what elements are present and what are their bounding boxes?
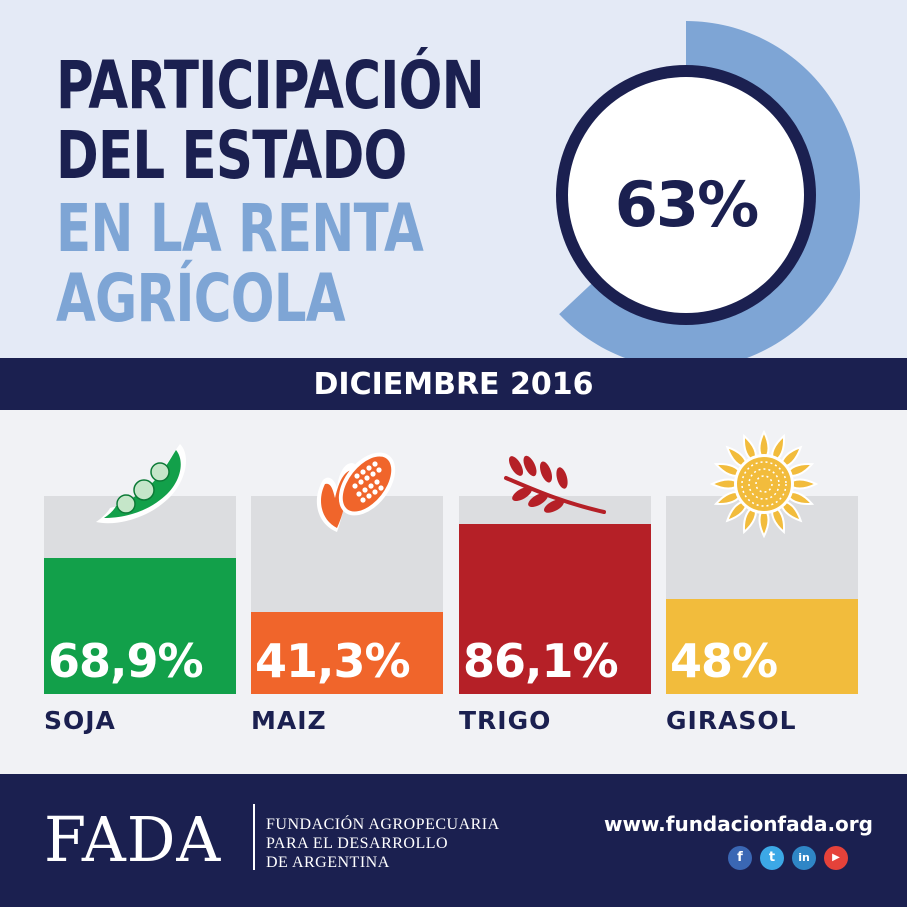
bar-background-maiz: 41,3%: [251, 496, 443, 694]
org-name-line-2: PARA EL DESARROLLO: [266, 835, 449, 852]
linkedin-icon[interactable]: in: [792, 846, 816, 870]
org-name-line-1: FUNDACIÓN AGROPECUARIA: [266, 816, 500, 833]
category-label-maiz: MAIZ: [251, 706, 327, 735]
wheat-ear-icon: [504, 455, 606, 514]
logo-divider: [253, 804, 255, 870]
twitter-icon[interactable]: t: [760, 846, 784, 870]
donut-arc: [559, 21, 860, 358]
category-label-girasol: GIRASOL: [666, 706, 797, 735]
fada-logo: FADA: [44, 803, 222, 876]
title-line-2: DEL ESTADO: [56, 117, 407, 194]
soy-pod-icon: [96, 444, 186, 524]
sunflower-icon: [709, 429, 819, 539]
website-link[interactable]: www.fundacionfada.org: [604, 812, 873, 836]
headline-value: 63%: [614, 168, 759, 241]
title-line-4: AGRÍCOLA: [56, 260, 346, 337]
date-bar: DICIEMBRE 2016: [0, 358, 907, 410]
category-label-trigo: TRIGO: [459, 706, 552, 735]
donut-face: [568, 77, 804, 313]
bar-girasol: [666, 599, 858, 694]
facebook-icon[interactable]: f: [728, 846, 752, 870]
date-label: DICIEMBRE 2016: [313, 367, 594, 402]
bar-soja: [44, 558, 236, 694]
bar-background-soja: 68,9%: [44, 496, 236, 694]
bar-background-trigo: 86,1%: [459, 496, 651, 694]
value-label-soja: 68,9%: [48, 634, 204, 688]
title-line-1: PARTICIPACIÓN: [56, 47, 485, 124]
value-label-maiz: 41,3%: [255, 634, 411, 688]
org-name-line-3: DE ARGENTINA: [266, 854, 390, 871]
bar-maiz: [251, 612, 443, 694]
crops-chart: 68,9% SOJA 41,3% MAIZ 86,1% TRIGO 48% GI…: [0, 410, 907, 774]
youtube-icon[interactable]: ▶: [824, 846, 848, 870]
corn-cob-icon: [316, 452, 396, 532]
bar-trigo: [459, 524, 651, 694]
value-label-girasol: 48%: [670, 634, 778, 688]
title-line-3: EN LA RENTA: [56, 190, 424, 267]
value-label-trigo: 86,1%: [463, 634, 619, 688]
category-label-soja: SOJA: [44, 706, 116, 735]
header-section: PARTICIPACIÓN DEL ESTADO EN LA RENTA AGR…: [0, 0, 907, 358]
footer: FADA FUNDACIÓN AGROPECUARIA PARA EL DESA…: [0, 774, 907, 907]
state-share-donut: [556, 21, 860, 358]
